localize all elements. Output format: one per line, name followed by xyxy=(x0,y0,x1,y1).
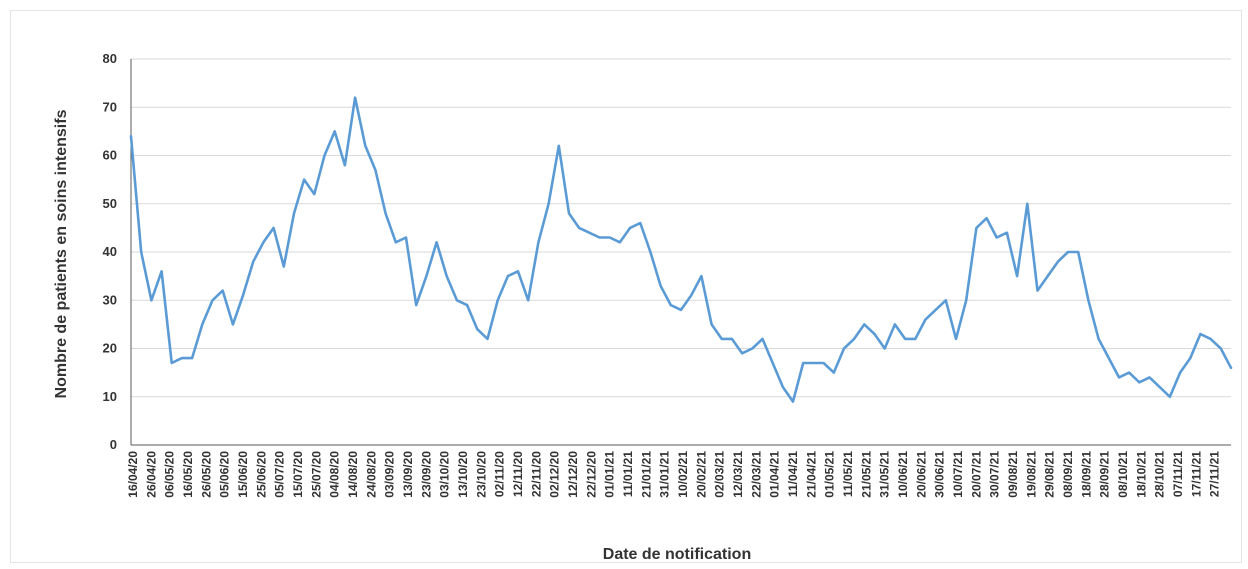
x-tick-label: 16/04/20 xyxy=(126,451,140,498)
x-tick-label: 04/08/20 xyxy=(328,451,342,498)
x-tick-label: 12/03/21 xyxy=(731,451,745,498)
y-tick-label: 40 xyxy=(103,244,117,259)
x-tick-label: 26/04/20 xyxy=(144,451,158,498)
x-tick-label: 05/07/20 xyxy=(273,451,287,498)
y-tick-label: 0 xyxy=(110,437,117,452)
x-tick-label: 21/01/21 xyxy=(639,451,653,498)
axes xyxy=(130,59,1231,446)
x-tick-label: 11/01/21 xyxy=(621,451,635,497)
x-tick-label: 15/06/20 xyxy=(236,451,250,498)
x-axis-title: Date de notification xyxy=(603,546,751,563)
x-tick-label: 11/05/21 xyxy=(841,451,855,497)
x-tick-label: 18/09/21 xyxy=(1079,451,1093,498)
line-chart: 0 10 20 30 40 50 60 70 80 16/04/20 26/04/20 06/05/… xyxy=(53,51,1233,563)
x-tick-label: 21/04/21 xyxy=(804,451,818,498)
x-tick-label: 12/11/20 xyxy=(511,451,525,497)
x-tick-label: 21/05/21 xyxy=(859,451,873,498)
x-tick-label: 22/12/20 xyxy=(584,451,598,498)
y-tick-label: 80 xyxy=(103,51,117,66)
x-tick-label: 26/05/20 xyxy=(199,451,213,498)
x-tick-label: 23/10/20 xyxy=(474,451,488,498)
x-tick-label: 22/03/21 xyxy=(749,451,763,498)
x-tick-label: 01/01/21 xyxy=(603,451,617,498)
x-tick-label: 30/06/21 xyxy=(933,451,947,498)
y-tick-labels: 0 10 20 30 40 50 60 70 80 xyxy=(103,51,117,452)
y-tick-label: 70 xyxy=(103,99,117,114)
x-tick-label: 02/11/20 xyxy=(493,451,507,497)
gridlines xyxy=(131,58,1231,398)
x-tick-label: 08/10/21 xyxy=(1116,451,1130,498)
x-tick-label: 20/07/21 xyxy=(969,451,983,498)
x-tick-label: 14/08/20 xyxy=(346,451,360,498)
x-tick-label: 17/11/21 xyxy=(1189,451,1203,497)
x-tick-label: 28/09/21 xyxy=(1098,451,1112,498)
x-tick-label: 03/09/20 xyxy=(383,451,397,498)
x-tick-label: 22/11/20 xyxy=(529,451,543,497)
y-tick-label: 10 xyxy=(103,389,117,404)
x-tick-label: 02/03/21 xyxy=(713,451,727,498)
x-tick-label: 30/07/21 xyxy=(988,451,1002,498)
x-tick-label: 28/10/21 xyxy=(1153,451,1167,498)
x-tick-label: 25/07/20 xyxy=(309,451,323,498)
x-tick-label: 31/01/21 xyxy=(658,451,672,498)
x-tick-label: 06/05/20 xyxy=(163,451,177,498)
x-tick-label: 02/12/20 xyxy=(548,451,562,498)
x-tick-label: 27/11/21 xyxy=(1208,451,1222,497)
series-line xyxy=(129,96,1233,403)
x-tick-label: 16/05/20 xyxy=(181,451,195,498)
x-tick-label: 11/04/21 xyxy=(786,451,800,497)
chart-frame: 0 10 20 30 40 50 60 70 80 16/04/20 26/04/20 06/05/… xyxy=(10,10,1242,563)
x-tick-label: 05/06/20 xyxy=(218,451,232,498)
y-axis-title: Nombre de patients en soins intensifs xyxy=(53,109,70,398)
x-tick-label: 18/10/21 xyxy=(1134,451,1148,498)
x-tick-label: 31/05/21 xyxy=(878,451,892,498)
x-tick-label: 10/02/21 xyxy=(676,451,690,498)
y-tick-label: 20 xyxy=(103,341,117,356)
x-tick-label: 24/08/20 xyxy=(364,451,378,498)
series-layer xyxy=(129,96,1233,403)
x-tick-label: 03/10/20 xyxy=(438,451,452,498)
y-tick-label: 30 xyxy=(103,292,117,307)
x-tick-label: 13/10/20 xyxy=(456,451,470,498)
x-tick-labels: 16/04/20 26/04/20 06/05/20 16/05/20 26/05/20… xyxy=(126,451,1222,498)
x-tick-label: 29/08/21 xyxy=(1043,451,1057,498)
x-tick-label: 20/06/21 xyxy=(914,451,928,498)
x-tick-label: 23/09/20 xyxy=(419,451,433,498)
x-tick-label: 09/08/21 xyxy=(1006,451,1020,498)
x-tick-label: 08/09/21 xyxy=(1061,451,1075,498)
x-tick-label: 10/07/21 xyxy=(951,451,965,498)
x-tick-label: 13/09/20 xyxy=(401,451,415,498)
x-tick-label: 10/06/21 xyxy=(896,451,910,498)
y-tick-label: 50 xyxy=(103,196,117,211)
x-tick-label: 12/12/20 xyxy=(566,451,580,498)
x-tick-label: 20/02/21 xyxy=(694,451,708,498)
x-tick-label: 01/05/21 xyxy=(823,451,837,498)
x-tick-label: 19/08/21 xyxy=(1024,451,1038,498)
y-tick-label: 60 xyxy=(103,148,117,163)
x-tick-label: 15/07/20 xyxy=(291,451,305,498)
x-tick-label: 07/11/21 xyxy=(1171,451,1185,497)
x-tick-label: 01/04/21 xyxy=(768,451,782,498)
x-tick-label: 25/06/20 xyxy=(254,451,268,498)
